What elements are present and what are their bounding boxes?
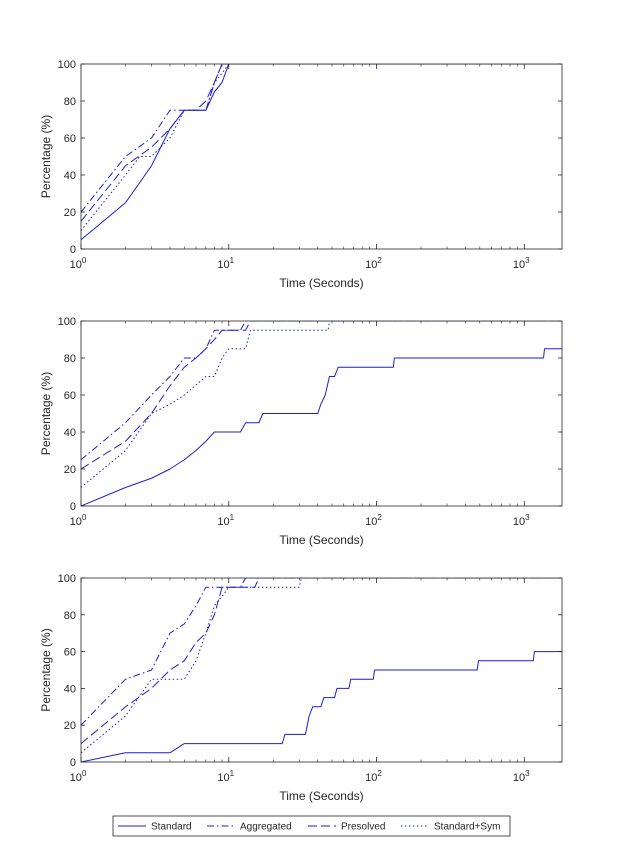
plot-area — [81, 64, 562, 249]
x-axis-label: Time (Seconds) — [279, 789, 363, 803]
axes-box — [80, 320, 563, 507]
axes-box — [80, 63, 563, 250]
legend: Standard Aggregated Presolved Standard+Sym — [112, 815, 511, 837]
legend-label: Aggregated — [240, 822, 292, 833]
x-axis-label: Time (Seconds) — [279, 276, 363, 290]
x-tick-label: 100 — [70, 513, 87, 528]
y-tick-label: 20 — [64, 207, 76, 219]
x-tick-label: 102 — [365, 256, 382, 271]
y-tick-label: 20 — [64, 720, 76, 732]
series-line-aggregated — [81, 321, 562, 461]
y-tick-label: 80 — [64, 96, 76, 108]
y-tick-label: 40 — [64, 683, 76, 695]
y-tick-label: 40 — [64, 170, 76, 182]
x-tick-label: 103 — [513, 513, 530, 528]
x-tick-label: 101 — [217, 256, 234, 271]
series-line-standard — [81, 348, 562, 506]
y-tick-label: 20 — [64, 464, 76, 476]
x-tick-label: 102 — [365, 513, 382, 528]
legend-label: Standard — [151, 822, 192, 833]
plot-area — [81, 321, 562, 506]
y-tick-label: 60 — [64, 390, 76, 402]
series-line-standard — [81, 651, 562, 762]
plot-area — [81, 578, 562, 762]
x-tick-label: 103 — [513, 256, 530, 271]
y-tick-label: 40 — [64, 427, 76, 439]
chart-panel-1: 0 20 40 60 80 100 100 101 102 103 Time (Seconds) Pe… — [39, 59, 563, 290]
y-axis-label: Percentage (%) — [39, 115, 53, 198]
x-tick-label: 101 — [217, 513, 234, 528]
y-tick-label: 80 — [64, 610, 76, 622]
series-line-presolved — [81, 578, 562, 744]
y-tick-label: 60 — [64, 647, 76, 659]
legend-label: Presolved — [341, 822, 385, 833]
y-tick-label: 0 — [70, 244, 76, 256]
legend-label: Standard+Sym — [434, 822, 500, 833]
y-tick-label: 100 — [58, 573, 76, 585]
y-axis-label: Percentage (%) — [39, 372, 53, 455]
x-axis-label: Time (Seconds) — [279, 533, 363, 547]
x-tick-label: 100 — [70, 256, 87, 271]
x-tick-label: 101 — [217, 769, 234, 784]
x-tick-label: 103 — [513, 769, 530, 784]
y-tick-label: 100 — [58, 59, 76, 71]
x-tick-label: 100 — [70, 769, 87, 784]
chart-panel-2: 0 20 40 60 80 100 100 101 102 103 Time (Seconds) Pe… — [39, 316, 563, 547]
x-tick-label: 102 — [365, 769, 382, 784]
chart-panel-3: 0 20 40 60 80 100 100 101 102 103 Time (Seconds) Pe… — [39, 573, 563, 803]
y-tick-label: 0 — [70, 501, 76, 513]
y-tick-label: 80 — [64, 353, 76, 365]
series-line-standard-sym — [81, 578, 562, 754]
series-line-aggregated — [81, 578, 562, 726]
y-tick-label: 0 — [70, 757, 76, 769]
y-axis-label: Percentage (%) — [39, 628, 53, 711]
y-tick-label: 60 — [64, 133, 76, 145]
y-tick-label: 100 — [58, 316, 76, 328]
series-line-presolved — [81, 321, 562, 470]
axes-box — [80, 577, 563, 763]
